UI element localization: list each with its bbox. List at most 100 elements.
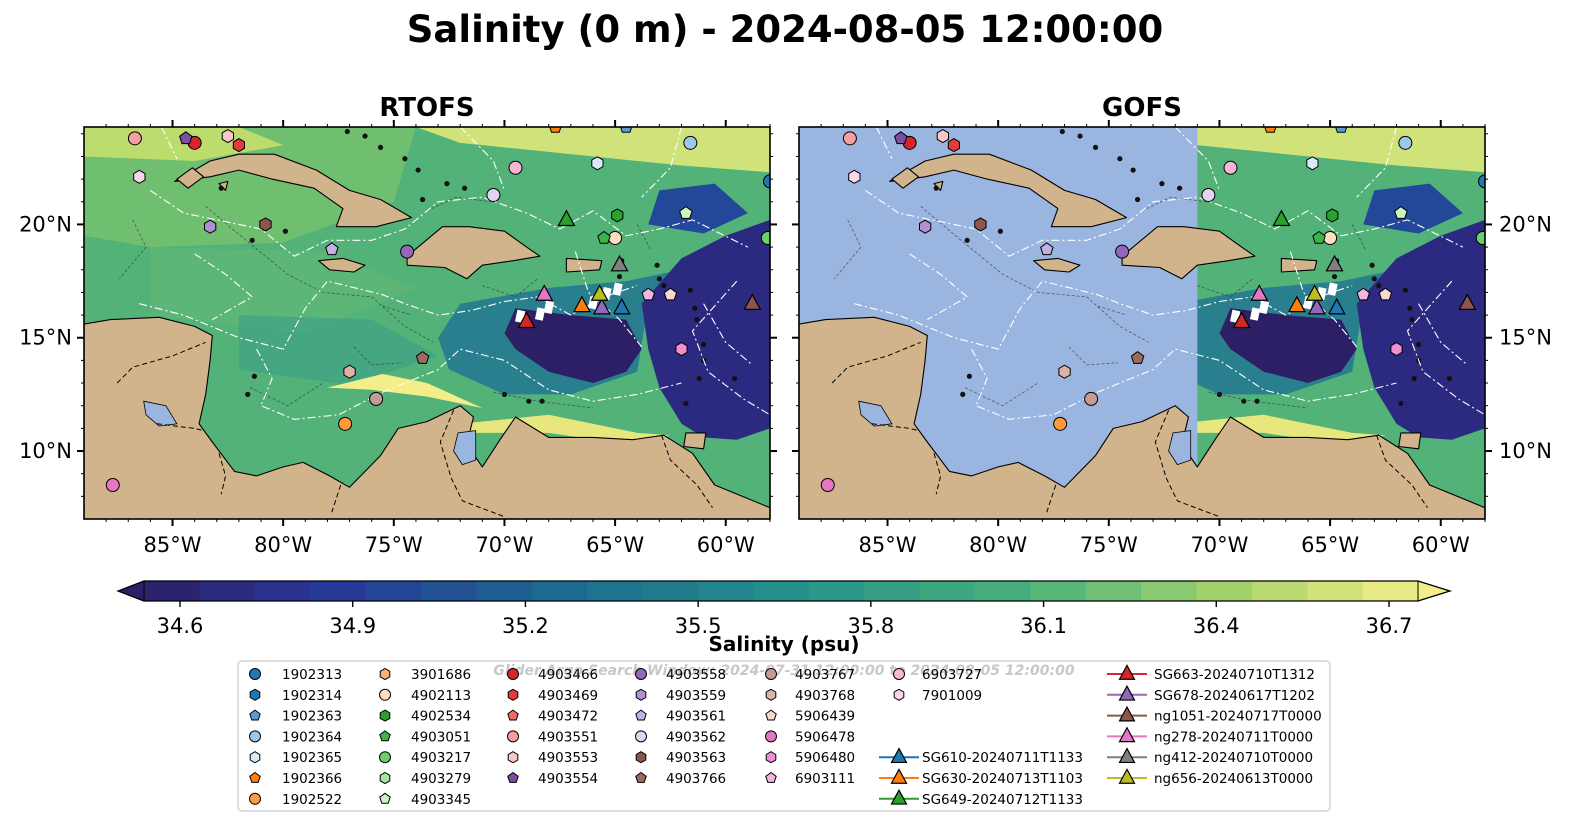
- argo-float-marker: [591, 156, 604, 171]
- argo-float-marker: [1478, 174, 1485, 189]
- legend-argo-label: 4903051: [411, 729, 471, 745]
- argo-float-marker: [1130, 350, 1145, 364]
- colorbar-label: Salinity (psu): [708, 632, 859, 656]
- legend-argo-label: 1902364: [282, 729, 342, 745]
- eez-boundaries: [834, 127, 1485, 420]
- argo-float-marker: [221, 129, 234, 144]
- map-body-gofs: [799, 127, 1485, 519]
- legend-argo-label: 1902314: [282, 688, 342, 704]
- argo-float-marker: [325, 242, 339, 256]
- legend-glider-swatch: [890, 768, 908, 784]
- argo-float-marker: [1264, 127, 1277, 133]
- legend-argo-label: 5906439: [795, 709, 855, 725]
- argo-float-marker: [369, 391, 384, 406]
- lon-tick-label: 70°W: [1190, 533, 1248, 557]
- legend-argo-swatch: [379, 688, 391, 701]
- legend-glider-label: SG630-20240713T1103: [922, 771, 1083, 787]
- colorbar-step: [254, 581, 311, 601]
- legend-argo-label: 4903559: [666, 688, 726, 704]
- legend-argo-swatch: [379, 771, 391, 785]
- argo-float-marker: [842, 131, 857, 146]
- legend-glider-swatch: [1118, 768, 1136, 784]
- colorbar-step: [753, 581, 810, 601]
- legend-argo-label: 4903558: [666, 667, 726, 683]
- glider-marker: [517, 311, 536, 329]
- legend-argo-swatch: [249, 730, 261, 743]
- colorbar-tick-label: 35.2: [502, 614, 549, 638]
- argo-float-marker: [974, 217, 987, 232]
- legend-argo-swatch: [507, 688, 519, 701]
- glider-marker: [743, 293, 762, 310]
- colorbar-step: [974, 581, 1031, 601]
- glider-marker: [1305, 284, 1324, 301]
- colorbar-extend-high: [1417, 580, 1452, 602]
- legend-argo-swatch: [507, 771, 519, 783]
- lat-tick-label: 20°N: [19, 212, 72, 236]
- legend-glider-label: SG678-20240617T1202: [1154, 688, 1315, 704]
- argo-float-marker: [549, 127, 562, 133]
- colorbar-step: [476, 581, 533, 601]
- axis-ticks: 85°W 80°W 75°W 70°W 65°W 60°W 20°N 15°N 10°N: [19, 120, 777, 557]
- legend-argo-swatch: [635, 668, 647, 680]
- legend-argo-label: 5906480: [795, 750, 855, 766]
- legend-glider-label: ng1051-20240717T0000: [1154, 709, 1322, 725]
- argo-float-marker: [1378, 287, 1393, 301]
- land-masses: [84, 128, 770, 519]
- legend-glider-label: ng656-20240613T0000: [1154, 771, 1313, 787]
- legend-argo-swatch: [379, 751, 391, 764]
- glider-marker: [535, 284, 554, 301]
- legend-argo-label: 3901686: [411, 667, 471, 683]
- legend-argo-swatch: [765, 751, 777, 764]
- colorbar-step: [697, 581, 754, 601]
- argo-float-marker: [1115, 244, 1130, 259]
- colorbar-step: [310, 581, 367, 601]
- lon-tick-label: 75°W: [365, 533, 423, 557]
- legend-argo-label: 4903279: [411, 771, 471, 787]
- land-masses: [799, 128, 1485, 519]
- legend: Glider Argo Search Window: 2024-07-31 12…: [237, 660, 1331, 812]
- legend-items: 1902313 1902314 1902363 1902364 1902365 19023…: [249, 664, 1322, 808]
- colorbar-step: [642, 581, 699, 601]
- argo-float-marker: [1223, 160, 1238, 175]
- glider-marker: [1250, 284, 1269, 301]
- panel-title-gofs: GOFS: [1102, 93, 1182, 123]
- legend-argo-swatch: [249, 688, 261, 701]
- legend-argo-label: 6903727: [922, 667, 982, 683]
- lat-tick-label: 15°N: [19, 326, 72, 350]
- legend-argo-label: 4903768: [795, 688, 855, 704]
- colorbar-step: [1307, 581, 1364, 601]
- legend-glider-swatch: [1118, 747, 1136, 764]
- glider-marker: [1458, 293, 1477, 310]
- legend-glider-label: ng278-20240711T0000: [1154, 729, 1313, 745]
- argo-float-marker: [105, 478, 120, 493]
- lon-tick-label: 80°W: [254, 533, 312, 557]
- lon-tick-label: 60°W: [697, 533, 755, 557]
- legend-glider-label: SG610-20240711T1133: [922, 750, 1083, 766]
- colorbar-step: [421, 581, 477, 601]
- argo-float-marker: [1306, 156, 1319, 171]
- colorbar-tick-label: 34.6: [157, 614, 204, 638]
- legend-argo-swatch: [379, 792, 391, 804]
- colorbar-tick-label: 34.9: [329, 614, 376, 638]
- argo-float-marker: [1390, 342, 1403, 357]
- legend-argo-swatch: [507, 751, 519, 764]
- figure-title: Salinity (0 m) - 2024-08-05 12:00:00: [407, 8, 1163, 51]
- legend-argo-label: 4903217: [411, 750, 471, 766]
- legend-argo-swatch: [379, 709, 391, 722]
- glider-marker: [612, 297, 631, 315]
- legend-argo-label: 1902365: [282, 750, 342, 766]
- colorbar-step: [1141, 581, 1197, 601]
- argo-float-marker: [663, 287, 678, 301]
- panel-title-rtofs: RTOFS: [379, 93, 474, 123]
- legend-glider-swatch: [1118, 705, 1136, 722]
- argo-float-marker: [508, 160, 523, 175]
- argo-float-marker: [679, 205, 693, 219]
- argo-float-marker: [611, 208, 624, 223]
- lon-tick-label: 65°W: [1301, 533, 1359, 557]
- map-frame: [83, 126, 771, 520]
- legend-argo-label: 4903466: [538, 667, 598, 683]
- glider-marker: [1307, 297, 1326, 315]
- colorbar-step: [587, 581, 644, 601]
- argo-float-marker: [683, 135, 698, 150]
